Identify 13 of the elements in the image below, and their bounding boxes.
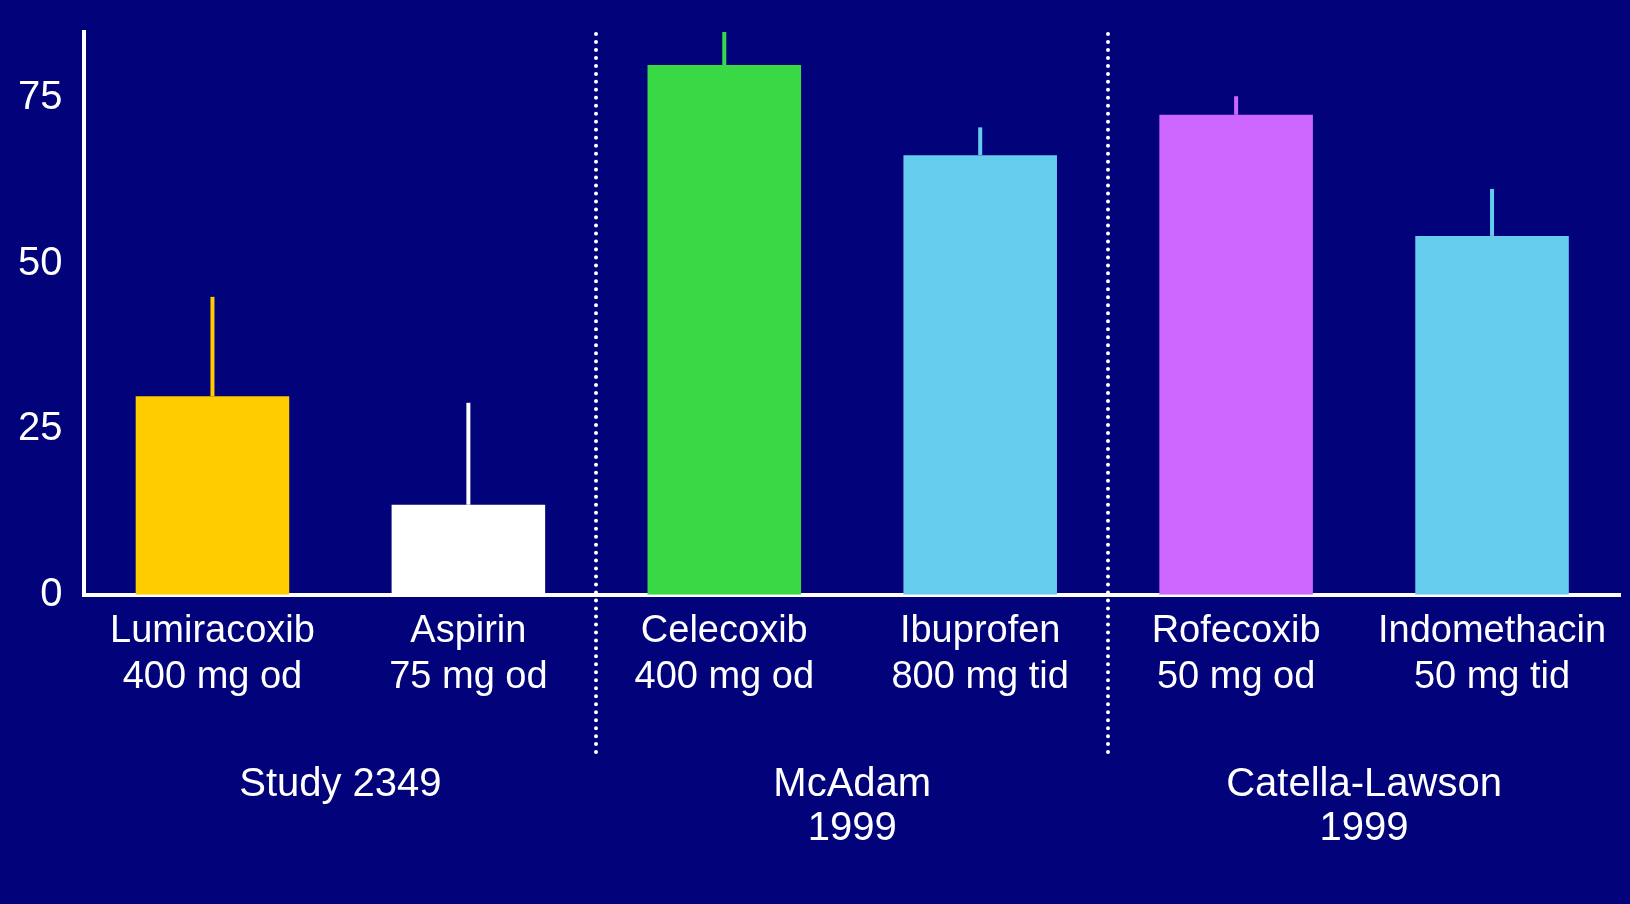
x-tick-label: Aspirin 75 mg od bbox=[389, 608, 548, 696]
y-tick-label: 25 bbox=[17, 404, 63, 449]
y-tick-label: 0 bbox=[40, 569, 63, 614]
x-tick-label: Ibuprofen 800 mg tid bbox=[891, 608, 1069, 696]
x-tick-label: Rofecoxib 50 mg od bbox=[1151, 608, 1321, 696]
text: McAdam 1999 bbox=[773, 759, 932, 848]
y-tick-label: 50 bbox=[17, 238, 63, 283]
x-tick-label: Lumiracoxib 400 mg od bbox=[110, 608, 315, 696]
y-tick-label: 75 bbox=[17, 73, 63, 118]
text: Study 2349 bbox=[239, 759, 442, 804]
x-tick-label: Indomethacin 50 mg tid bbox=[1377, 608, 1607, 696]
x-tick-label: Celecoxib 400 mg od bbox=[634, 608, 815, 696]
text: Catella-Lawson 1999 bbox=[1226, 759, 1502, 848]
